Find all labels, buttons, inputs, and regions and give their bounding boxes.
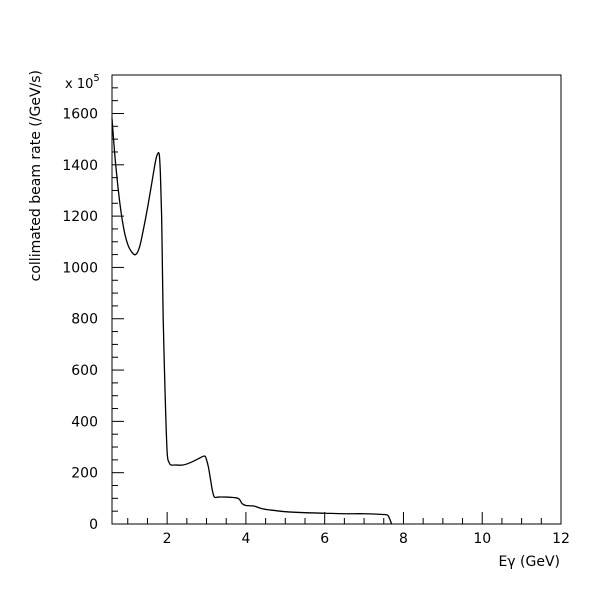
x-axis-label: Eγ (GeV) [498,554,560,570]
y-tick-label: 0 [89,517,98,533]
y-multiplier-exponent: 5 [93,73,99,84]
axis-tick-labels: 2 4 6 8 10 12 0 200 400 600 800 1000 1200 1400 1600 [62,106,570,547]
y-multiplier-label: x 105 [65,73,100,92]
x-tick-label: 8 [399,531,408,547]
y-tick-label: 1200 [62,209,98,225]
plot-frame [111,74,562,525]
x-tick-label: 6 [320,531,329,547]
axis-ticks [112,74,562,525]
plot-border [111,74,562,525]
y-axis-label: collimated beam rate (/GeV/s) [28,70,44,281]
y-tick-label: 200 [71,466,98,482]
y-tick-label: 1600 [62,106,98,122]
x-tick-label: 12 [552,531,570,547]
series-line [111,118,393,525]
y-tick-label: 1000 [62,260,98,276]
y-tick-label: 1400 [62,158,98,174]
y-multiplier-base: x 10 [65,77,93,92]
x-tick-label: 2 [163,531,172,547]
x-tick-label: 4 [241,531,250,547]
x-tick-label: 10 [473,531,491,547]
y-tick-label: 400 [71,414,98,430]
y-tick-label: 800 [71,312,98,328]
y-tick-label: 600 [71,363,98,379]
